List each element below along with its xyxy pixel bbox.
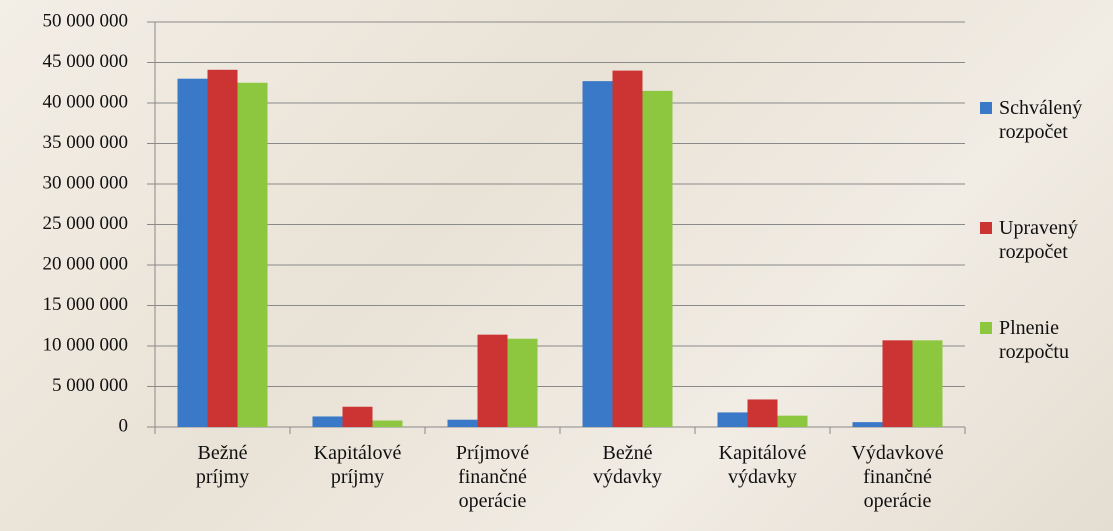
- bar: [312, 416, 343, 427]
- x-tick-label: Príjmové finančné operácie: [455, 442, 530, 512]
- x-tick-label: Bežné príjmy: [195, 442, 250, 488]
- bar: [582, 81, 613, 427]
- bar-series: [177, 78, 883, 427]
- bar-series: [237, 82, 943, 427]
- bar-series: [207, 69, 913, 427]
- y-tick-label: 15 000 000: [43, 294, 129, 315]
- y-tick-label: 20 000 000: [43, 253, 129, 274]
- y-tick-label: 10 000 000: [43, 334, 129, 355]
- bar: [612, 70, 643, 427]
- bar: [477, 334, 508, 427]
- y-tick-label: 40 000 000: [43, 91, 129, 112]
- bar: [852, 422, 883, 427]
- bar: [747, 399, 778, 427]
- bar: [882, 340, 913, 427]
- y-tick-label: 35 000 000: [43, 132, 129, 153]
- bar: [237, 82, 268, 427]
- bar: [717, 412, 748, 427]
- y-tick-label: 0: [119, 415, 129, 436]
- legend-swatch: [980, 222, 992, 234]
- bar: [372, 420, 403, 427]
- bar: [177, 78, 208, 427]
- y-tick-label: 45 000 000: [43, 51, 129, 72]
- y-tick-label: 30 000 000: [43, 172, 129, 193]
- y-tick-label: 50 000 000: [43, 10, 129, 31]
- bar: [777, 415, 808, 427]
- bar: [207, 69, 238, 427]
- legend-label: Schválený rozpočet: [999, 97, 1083, 143]
- y-tick-label: 25 000 000: [43, 213, 129, 234]
- x-tick-label: Kapitálové príjmy: [313, 442, 402, 488]
- bar: [912, 340, 943, 427]
- x-tick-label: Kapitálové výdavky: [718, 442, 807, 488]
- bar: [447, 419, 478, 427]
- bar: [342, 406, 373, 427]
- x-tick-label: Bežné výdavky: [593, 442, 662, 488]
- legend-label: Upravený rozpočet: [999, 217, 1078, 263]
- bar: [507, 338, 538, 427]
- y-tick-label: 5 000 000: [52, 375, 128, 396]
- legend-swatch: [980, 102, 992, 114]
- x-tick-label: Výdavkové finančné operácie: [851, 442, 944, 512]
- bar: [642, 90, 673, 427]
- legend-swatch: [980, 322, 992, 334]
- legend-label: Plnenie rozpočtu: [999, 317, 1069, 363]
